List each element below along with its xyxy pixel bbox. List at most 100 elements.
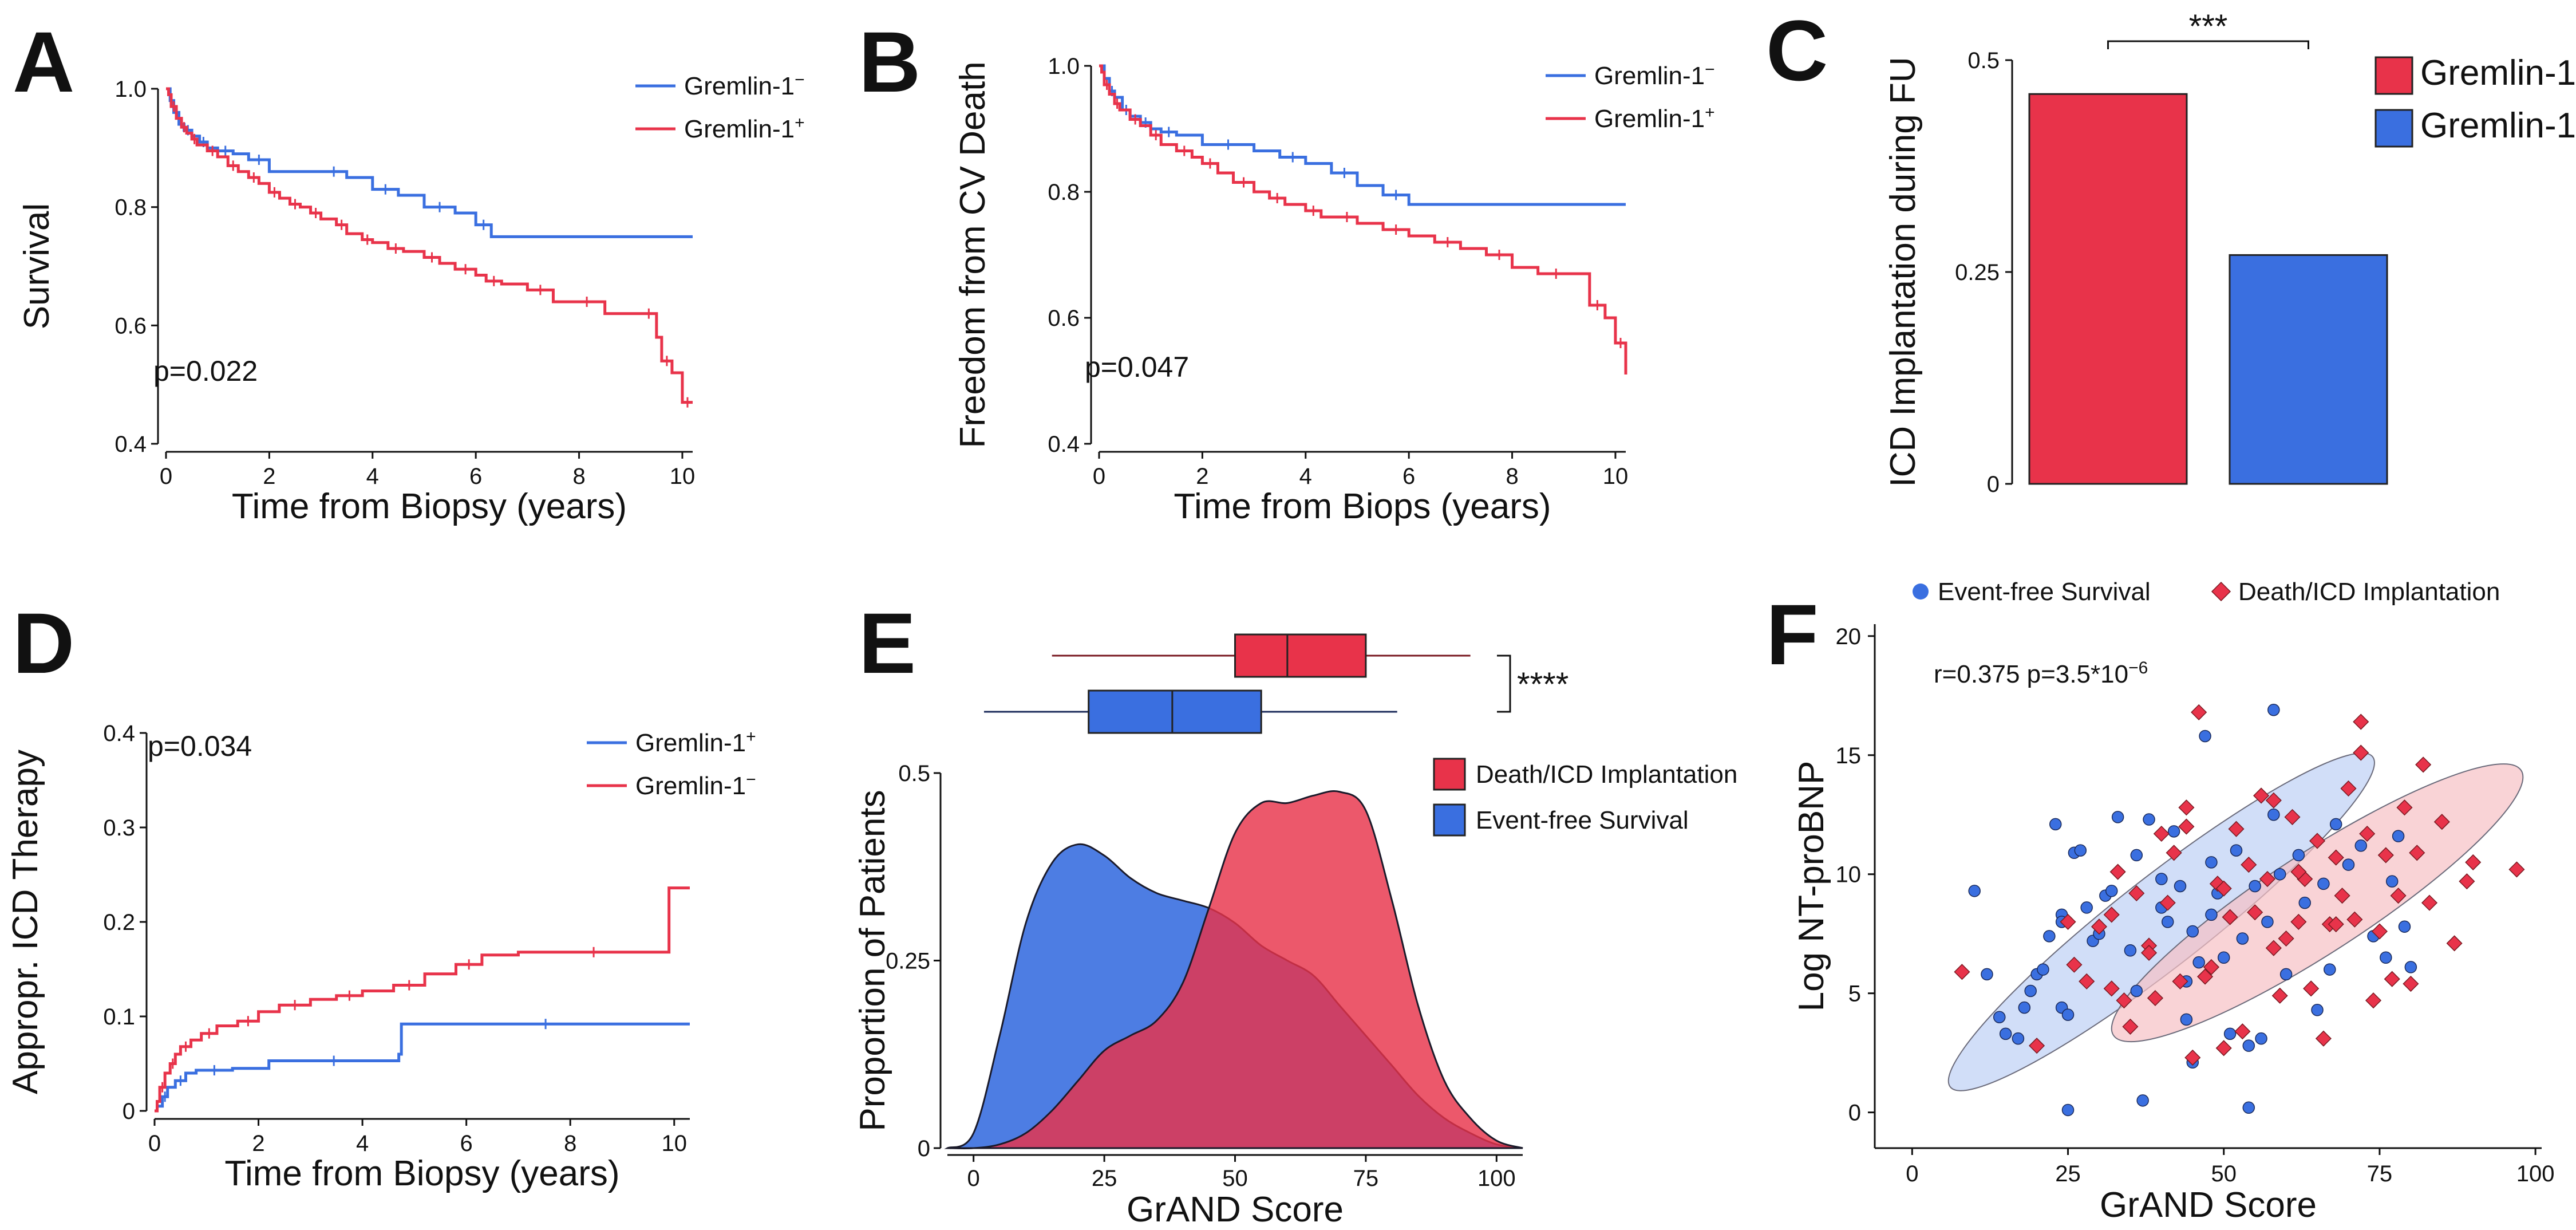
y-tick-label: 0.4	[1048, 432, 1080, 457]
scatter-point-event-free	[2186, 925, 2199, 938]
panel-b-km-cv-death: 0.4 0.6 0.8 1.0 0 2 4 6 8 10 Time from Biops (year…	[953, 54, 1715, 526]
significance-bracket	[1497, 655, 1511, 713]
legend-swatch-2	[1433, 803, 1466, 837]
y-tick-label: 0	[918, 1136, 930, 1161]
panel-label-a: A	[13, 14, 74, 110]
scatter-point-death-icd	[2116, 992, 2132, 1009]
scatter-point-death-icd	[2103, 906, 2120, 923]
series-line-2	[155, 886, 690, 1113]
scatter-point-event-free	[2329, 818, 2342, 831]
scatter-point-death-icd	[2315, 1030, 2332, 1047]
legend-label-1: Gremlin-1+	[635, 727, 756, 757]
p-value-annotation: p=0.047	[1085, 351, 1189, 383]
panel-label-d: D	[13, 595, 74, 691]
scatter-point-death-icd	[2247, 904, 2263, 921]
scatter-point-death-icd	[2159, 894, 2176, 911]
y-tick-label: 0.25	[886, 949, 930, 974]
x-tick-label: 50	[2211, 1161, 2237, 1186]
scatter-point-death-icd	[2278, 930, 2294, 947]
scatter-point-death-icd	[2328, 849, 2344, 866]
scatter-point-death-icd	[2359, 825, 2376, 842]
p-value-annotation: p=0.022	[153, 355, 258, 387]
scatter-point-death-icd	[2241, 857, 2257, 873]
significance-bracket	[2107, 40, 2309, 49]
scatter-point-event-free	[2217, 951, 2230, 964]
density-area-2	[947, 790, 1523, 1149]
bar-1	[2028, 93, 2188, 485]
legend-label-1: Gremlin-1−	[684, 70, 805, 100]
panel-label-b: B	[859, 14, 920, 110]
scatter-point-event-free	[2205, 856, 2218, 869]
scatter-point-event-free	[2018, 1001, 2031, 1014]
scatter-point-event-free	[2049, 818, 2062, 831]
scatter-point-event-free	[2242, 1101, 2255, 1114]
series-line-1	[166, 87, 693, 238]
scatter-point-event-free	[2130, 984, 2143, 998]
x-axis-label: Time from Biops (years)	[1174, 487, 1551, 526]
y-axis-label: Freedom from CV Death	[953, 61, 993, 448]
x-tick-label: 4	[1299, 464, 1312, 489]
scatter-point-death-icd	[2377, 847, 2394, 864]
scatter-point-death-icd	[2215, 1040, 2232, 1056]
x-tick-label: 2	[1196, 464, 1208, 489]
panel-e-density: 0 0.25 0.5 0 25 50 75 100 GrAND Score Proportion …	[853, 633, 1737, 1229]
y-tick-label: 0	[123, 1099, 135, 1124]
x-tick-label: 4	[356, 1131, 369, 1156]
scatter-point-death-icd	[2079, 973, 2095, 989]
scatter-point-event-free	[2167, 825, 2180, 838]
x-tick-label: 25	[1092, 1166, 1117, 1191]
y-tick-label: 0.6	[1048, 306, 1080, 331]
scatter-point-death-icd	[2060, 913, 2076, 930]
scatter-point-death-icd	[2303, 980, 2320, 997]
scatter-point-event-free	[2174, 880, 2187, 893]
scatter-point-death-icd	[2228, 821, 2245, 837]
scatter-point-event-free	[2242, 1039, 2255, 1052]
scatter-point-event-free	[2392, 830, 2405, 842]
scatter-point-death-icd	[2265, 940, 2282, 956]
scatter-point-event-free	[2249, 880, 2261, 893]
x-tick-label: 8	[564, 1131, 576, 1156]
scatter-point-death-icd	[2203, 959, 2220, 975]
x-tick-label: 2	[252, 1131, 264, 1156]
correlation-annotation: r=0.375 p=3.5*10−6	[1934, 659, 2148, 688]
scatter-point-death-icd	[2222, 909, 2238, 925]
x-tick-label: 6	[1402, 464, 1415, 489]
y-tick-label: 0.8	[114, 195, 147, 220]
scatter-point-death-icd	[2196, 968, 2214, 985]
scatter-point-event-free	[2404, 961, 2417, 973]
panel-a-km-survival: 0.4 0.6 0.8 1.0 0 2 4 6 8 10 Time from Biopsy (yea…	[17, 70, 805, 526]
x-tick-label: 10	[670, 464, 696, 489]
panel-f-scatter: 0 5 10 15 20 0 25 50 75 100 GrAND Score Log NT-proB…	[1792, 578, 2554, 1225]
y-tick-label: 0.4	[114, 432, 147, 457]
scatter-point-event-free	[2267, 703, 2280, 716]
x-tick-label: 8	[1506, 464, 1518, 489]
x-tick-label: 75	[2367, 1161, 2393, 1186]
legend-label-2: Gremlin-1+	[684, 113, 805, 143]
scatter-point-event-free	[1981, 968, 1993, 981]
x-tick-label: 25	[2055, 1161, 2081, 1186]
scatter-point-death-icd	[2109, 864, 2126, 880]
x-tick-label: 100	[1477, 1166, 1516, 1191]
significance-stars: ***	[2189, 8, 2228, 45]
scatter-point-event-free	[2385, 875, 2399, 888]
scatter-point-death-icd	[2103, 980, 2120, 997]
scatter-point-death-icd	[2178, 818, 2195, 835]
scatter-point-event-free	[2124, 944, 2137, 957]
scatter-point-death-icd	[2446, 935, 2463, 952]
x-tick-label: 0	[1906, 1161, 1918, 1186]
scatter-point-death-icd	[2421, 894, 2438, 911]
scatter-point-death-icd	[2191, 704, 2207, 720]
y-axis-label: Appropr. ICD Therapy	[6, 750, 45, 1094]
scatter-point-death-icd	[2172, 973, 2188, 989]
scatter-point-death-icd	[2403, 975, 2419, 992]
scatter-point-event-free	[2155, 873, 2168, 885]
legend-swatch-1	[2374, 56, 2413, 95]
scatter-point-death-icd	[2166, 845, 2182, 861]
scatter-point-death-icd	[2334, 888, 2350, 904]
scatter-point-event-free	[2380, 951, 2392, 964]
scatter-point-event-free	[2012, 1032, 2025, 1045]
scatter-point-event-free	[1993, 1011, 2006, 1023]
scatter-point-event-free	[2136, 1094, 2149, 1107]
panel-d-icd-therapy: 0 0.1 0.2 0.3 0.4 0 2 4 6 8 10 Time from Biopsy (ye…	[6, 721, 756, 1193]
scatter-point-event-free	[2161, 916, 2174, 928]
